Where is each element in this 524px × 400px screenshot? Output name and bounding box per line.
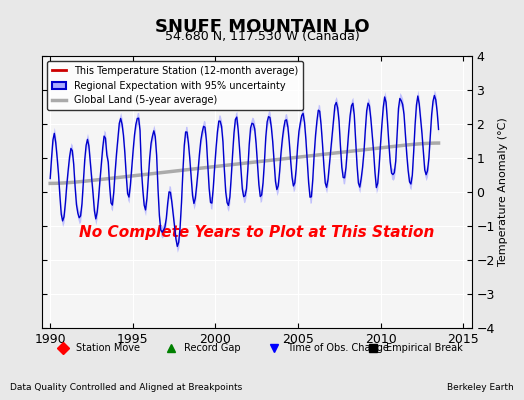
Text: SNUFF MOUNTAIN LO: SNUFF MOUNTAIN LO xyxy=(155,18,369,36)
Legend: This Temperature Station (12-month average), Regional Expectation with 95% uncer: This Temperature Station (12-month avera… xyxy=(47,61,303,110)
Text: Data Quality Controlled and Aligned at Breakpoints: Data Quality Controlled and Aligned at B… xyxy=(10,383,243,392)
Text: No Complete Years to Plot at This Station: No Complete Years to Plot at This Statio… xyxy=(79,225,434,240)
Text: 54.680 N, 117.530 W (Canada): 54.680 N, 117.530 W (Canada) xyxy=(165,30,359,43)
Text: Station Move: Station Move xyxy=(77,343,140,353)
Text: Empirical Break: Empirical Break xyxy=(386,343,462,353)
Text: Berkeley Earth: Berkeley Earth xyxy=(447,383,514,392)
Y-axis label: Temperature Anomaly (°C): Temperature Anomaly (°C) xyxy=(498,118,508,266)
Text: Record Gap: Record Gap xyxy=(184,343,241,353)
Text: Time of Obs. Change: Time of Obs. Change xyxy=(287,343,389,353)
